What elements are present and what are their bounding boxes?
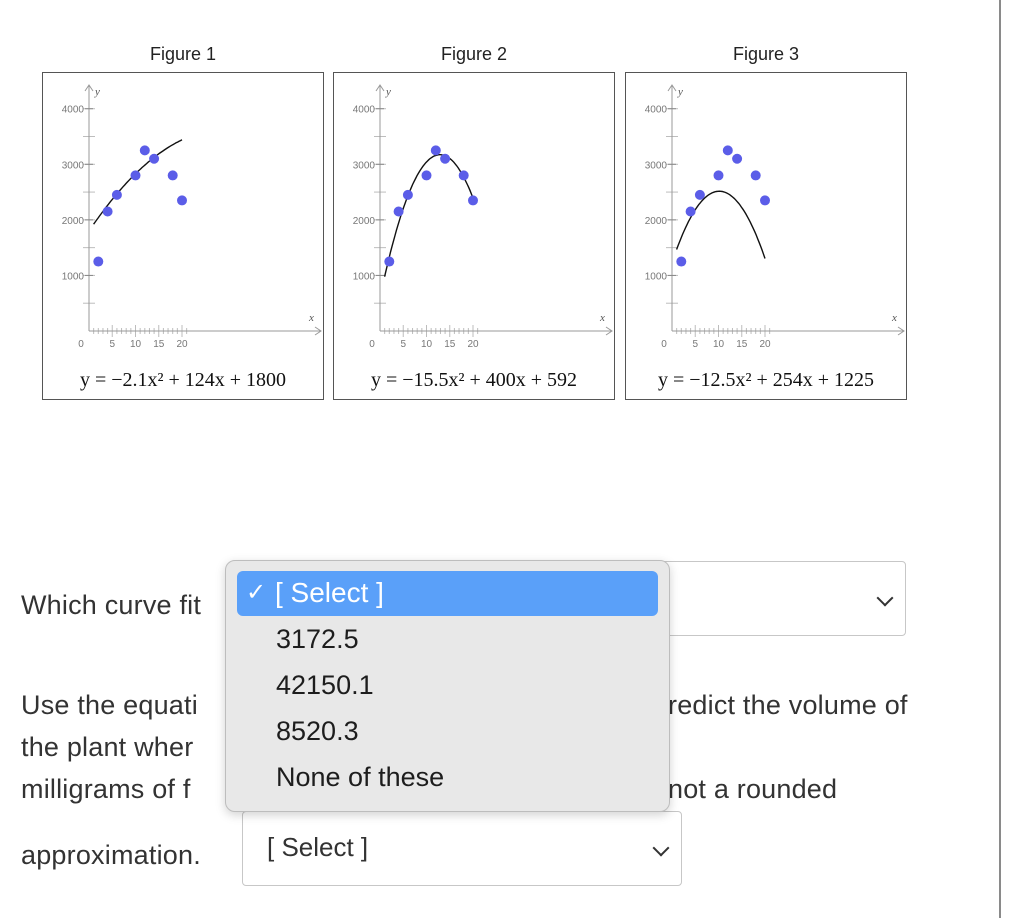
data-point — [167, 170, 178, 181]
figure-1-equation: y = −2.1x² + 124x + 1800 — [79, 369, 287, 391]
figure-2-equation: y = −15.5x² + 400x + 592 — [370, 369, 578, 391]
y-axis-label: y — [677, 86, 683, 98]
question-2-line-2-left: the plant wher — [21, 732, 194, 762]
data-point — [93, 256, 104, 267]
question-2-line-3-left: milligrams of f — [21, 774, 191, 804]
y-tick-label: 3000 — [645, 160, 668, 171]
figure-1-chart: y x 1000 2000 3000 4000 0 5 10 15 20 — [62, 84, 322, 350]
question-2-line-3-right: not a rounded — [668, 774, 838, 804]
x-tick-label: 10 — [421, 339, 433, 350]
data-point — [384, 256, 395, 267]
figure-3-title: Figure 3 — [732, 44, 800, 64]
x-axis-label: x — [891, 312, 897, 324]
data-point — [732, 153, 743, 164]
x-tick-label: 5 — [400, 339, 406, 350]
volume-select[interactable]: [ Select ] — [242, 811, 682, 886]
figure-3-plot: y x 1000 2000 3000 4000 0 5 10 15 20 y = −12.5x² +… — [625, 72, 907, 400]
y-axis-arrow — [84, 84, 94, 92]
figure-2-plot: y x 1000 2000 3000 4000 0 5 10 15 20 y = −15.5x² +… — [333, 72, 615, 400]
data-point — [430, 145, 441, 156]
dropdown-option-selected[interactable]: ✓ [ Select ] — [237, 571, 658, 616]
y-tick-label: 1000 — [62, 271, 85, 282]
x-axis-arrow — [605, 326, 613, 336]
x-axis-arrow — [314, 326, 322, 336]
x-tick-label: 15 — [444, 339, 456, 350]
y-tick-label: 2000 — [353, 216, 376, 227]
figure-3-chart: y x 1000 2000 3000 4000 0 5 10 15 20 — [645, 84, 905, 350]
figure-3-equation: y = −12.5x² + 254x + 1225 — [657, 369, 875, 391]
y-axis-label: y — [94, 86, 100, 98]
fit-curve — [675, 190, 766, 259]
y-tick-label: 2000 — [62, 216, 85, 227]
dropdown-option-label: [ Select ] — [275, 577, 384, 608]
data-point — [440, 153, 451, 164]
figure-1-title: Figure 1 — [149, 44, 217, 64]
data-point — [139, 145, 150, 156]
dropdown-option-2[interactable]: 42150.1 — [276, 670, 374, 700]
x-tick-label: 0 — [661, 339, 667, 350]
y-tick-label: 3000 — [353, 160, 376, 171]
dropdown-menu: ✓ [ Select ] 3172.5 42150.1 8520.3 None … — [225, 560, 670, 812]
x-tick-label: 0 — [78, 339, 84, 350]
x-tick-label: 20 — [467, 339, 479, 350]
data-point — [130, 170, 141, 181]
x-tick-label: 15 — [153, 339, 165, 350]
question-1-text: Which curve fit — [21, 590, 202, 620]
data-point — [676, 256, 687, 267]
data-point — [694, 189, 705, 200]
data-point — [685, 206, 696, 217]
question-2-line-4: approximation. — [21, 840, 201, 870]
x-axis-label: x — [599, 312, 605, 324]
y-tick-label: 4000 — [645, 105, 668, 116]
data-point — [111, 189, 122, 200]
volume-select-value: [ Select ] — [267, 832, 369, 862]
dropdown-option-4[interactable]: None of these — [276, 762, 445, 792]
checkmark-icon: ✓ — [246, 579, 267, 606]
data-point — [149, 153, 160, 164]
x-axis-label: x — [308, 312, 314, 324]
x-tick-label: 0 — [369, 339, 375, 350]
y-tick-label: 2000 — [645, 216, 668, 227]
question-2-line-1-right: redict the volume of — [668, 690, 908, 720]
x-tick-label: 5 — [109, 339, 115, 350]
data-point — [713, 170, 724, 181]
x-tick-label: 20 — [176, 339, 188, 350]
data-point — [402, 189, 413, 200]
y-tick-label: 3000 — [62, 160, 85, 171]
data-point — [468, 195, 478, 206]
data-point — [177, 195, 187, 206]
x-tick-label: 15 — [736, 339, 748, 350]
figure-1-plot: y x 1000 2000 3000 4000 0 5 10 15 20 y = −2.1x² + … — [42, 72, 324, 400]
data-point — [421, 170, 432, 181]
data-point — [750, 170, 761, 181]
chevron-down-icon — [652, 839, 670, 857]
x-tick-label: 10 — [130, 339, 142, 350]
x-tick-label: 5 — [692, 339, 698, 350]
data-point — [722, 145, 733, 156]
right-divider — [999, 0, 1001, 918]
x-axis-arrow — [897, 326, 905, 336]
y-tick-label: 1000 — [353, 271, 376, 282]
x-tick-label: 10 — [713, 339, 725, 350]
dropdown-option-3[interactable]: 8520.3 — [276, 716, 359, 746]
fit-curve — [383, 154, 474, 277]
figure-2-title: Figure 2 — [440, 44, 508, 64]
y-axis-arrow — [667, 84, 677, 92]
y-axis-arrow — [375, 84, 385, 92]
y-axis-label: y — [385, 86, 391, 98]
y-tick-label: 4000 — [353, 105, 376, 116]
question-2-line-1-left: Use the equati — [21, 690, 198, 720]
dropdown-option-1[interactable]: 3172.5 — [276, 624, 359, 654]
data-point — [393, 206, 404, 217]
x-tick-label: 20 — [759, 339, 771, 350]
data-point — [760, 195, 770, 206]
data-point — [102, 206, 113, 217]
y-tick-label: 1000 — [645, 271, 668, 282]
figure-2-chart: y x 1000 2000 3000 4000 0 5 10 15 20 — [353, 84, 613, 350]
chevron-down-icon — [876, 589, 894, 607]
y-tick-label: 4000 — [62, 105, 85, 116]
data-point — [458, 170, 469, 181]
